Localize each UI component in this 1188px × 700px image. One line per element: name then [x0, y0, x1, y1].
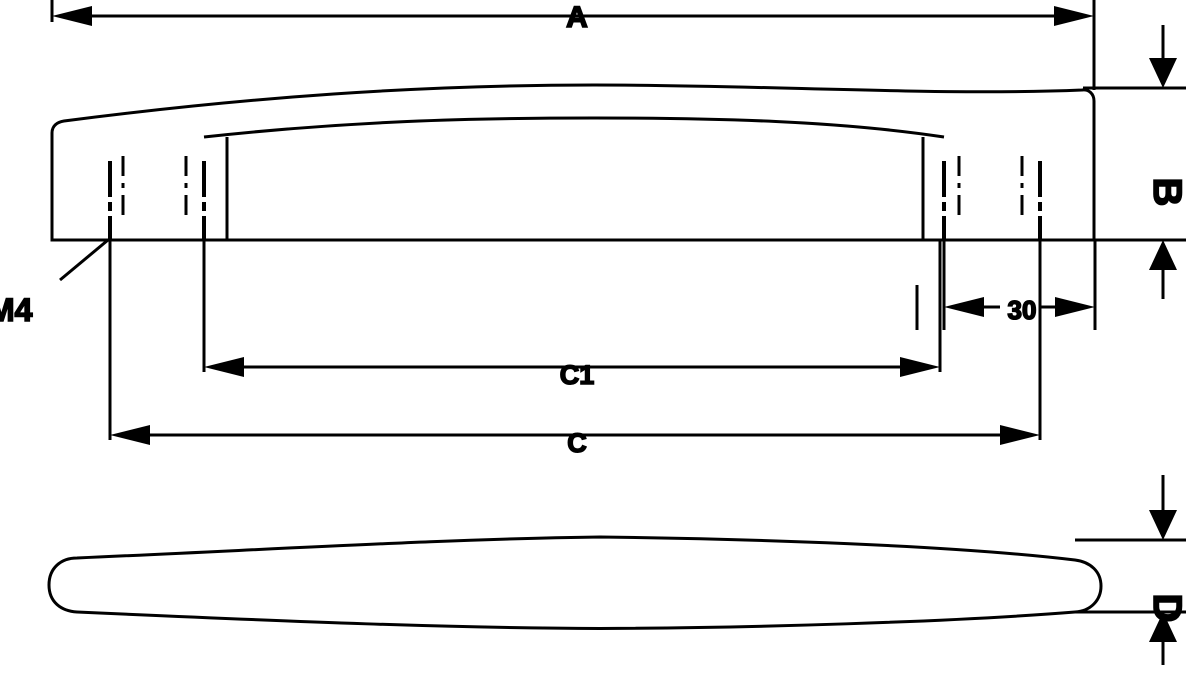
svg-text:M4: M4 [0, 292, 33, 328]
svg-text:D: D [1145, 594, 1188, 623]
svg-text:C: C [567, 428, 587, 458]
svg-text:B: B [1145, 178, 1188, 207]
svg-text:A: A [566, 1, 588, 34]
svg-text:C1: C1 [560, 360, 595, 390]
svg-text:30: 30 [1008, 295, 1037, 325]
